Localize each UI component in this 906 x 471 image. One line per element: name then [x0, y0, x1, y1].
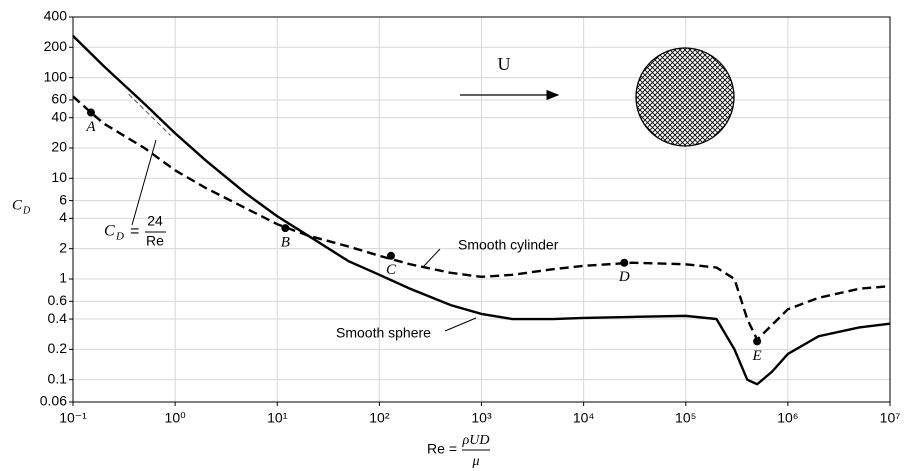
y-tick-label: 0.4	[48, 310, 68, 326]
leader	[444, 317, 477, 332]
point-label: D	[618, 269, 630, 285]
point	[387, 251, 396, 260]
y-tick-label: 20	[51, 139, 67, 155]
y-tick-label: 4	[59, 209, 67, 225]
y-tick-label: 40	[51, 108, 67, 124]
annotation: Smooth sphere	[336, 325, 431, 341]
point	[86, 108, 95, 117]
y-tick-label: 0.06	[40, 393, 67, 409]
y-tick-label: 0.1	[48, 370, 68, 386]
point-label: B	[281, 235, 290, 251]
y-tick-label: 0.2	[48, 340, 68, 356]
x-tick-label: 10⁷	[880, 410, 901, 426]
x-tick-label: 10⁰	[165, 410, 187, 426]
grid	[69, 16, 891, 406]
plot-frame	[72, 16, 891, 403]
x-axis-label-num: ρUD	[462, 433, 490, 448]
series-line	[72, 34, 891, 386]
y-tick-label: 200	[44, 38, 68, 54]
x-axis-label: Re =	[427, 441, 457, 457]
x-axis-label-den: μ	[471, 454, 479, 469]
formula-lhs: C	[104, 223, 115, 240]
x-tick-label: 10²	[369, 410, 390, 426]
stokes-line	[128, 93, 171, 136]
y-tick-label: 60	[51, 91, 67, 107]
y-tick-label: 1	[59, 270, 67, 286]
x-tick-label: 10¹	[267, 410, 288, 426]
annotation: Smooth cylinder	[458, 237, 559, 253]
x-tick-label: 10⁶	[777, 410, 798, 426]
y-axis-label: C	[12, 197, 23, 213]
point-label: A	[85, 119, 96, 135]
y-tick-label: 2	[59, 239, 67, 255]
x-tick-label: 10³	[471, 410, 492, 426]
formula-num: 24	[147, 213, 163, 229]
point-label: E	[752, 348, 762, 364]
y-tick-label: 0.6	[48, 292, 68, 308]
point	[620, 258, 629, 267]
point	[281, 224, 290, 233]
series-line	[72, 95, 891, 342]
flow-label: U	[498, 54, 511, 74]
x-tick-label: 10⁻¹	[59, 410, 87, 426]
point-label: C	[386, 262, 397, 278]
y-axis-label-sub: D	[22, 205, 31, 216]
cylinder-icon	[635, 47, 735, 147]
x-tick-label: 10⁴	[573, 410, 595, 426]
point	[753, 337, 762, 346]
leader	[423, 248, 441, 267]
y-tick-label: 400	[44, 8, 68, 24]
y-tick-label: 100	[44, 68, 68, 84]
marks	[72, 34, 891, 386]
formula-eq: =	[130, 223, 139, 240]
formula-sub: D	[115, 231, 124, 243]
y-tick-label: 10	[51, 169, 67, 185]
y-tick-label: 6	[59, 191, 67, 207]
leader	[131, 139, 157, 226]
x-tick-label: 10⁵	[675, 410, 696, 426]
formula-den: Re	[146, 233, 164, 249]
